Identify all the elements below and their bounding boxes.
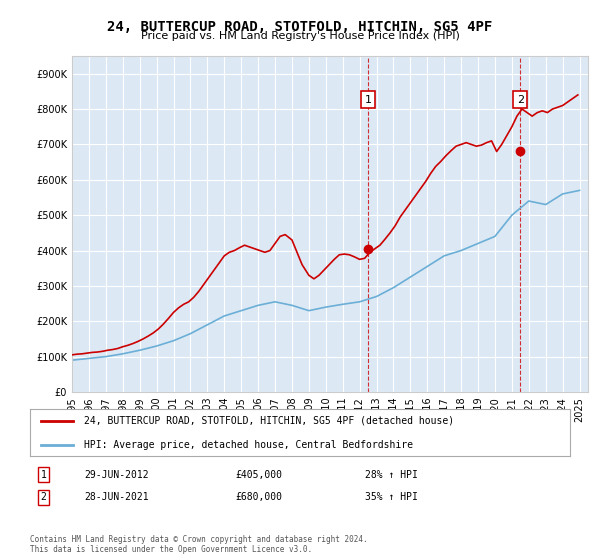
Text: 24, BUTTERCUP ROAD, STOTFOLD, HITCHIN, SG5 4PF (detached house): 24, BUTTERCUP ROAD, STOTFOLD, HITCHIN, S… (84, 416, 454, 426)
Text: Price paid vs. HM Land Registry's House Price Index (HPI): Price paid vs. HM Land Registry's House … (140, 31, 460, 41)
Text: HPI: Average price, detached house, Central Bedfordshire: HPI: Average price, detached house, Cent… (84, 440, 413, 450)
Text: £405,000: £405,000 (235, 470, 282, 480)
Text: 28-JUN-2021: 28-JUN-2021 (84, 492, 149, 502)
Text: £680,000: £680,000 (235, 492, 282, 502)
Text: 2: 2 (517, 95, 524, 105)
Text: 24, BUTTERCUP ROAD, STOTFOLD, HITCHIN, SG5 4PF: 24, BUTTERCUP ROAD, STOTFOLD, HITCHIN, S… (107, 20, 493, 34)
Text: 28% ↑ HPI: 28% ↑ HPI (365, 470, 418, 480)
Text: 2: 2 (41, 492, 47, 502)
Text: Contains HM Land Registry data © Crown copyright and database right 2024.
This d: Contains HM Land Registry data © Crown c… (30, 535, 368, 554)
Text: 1: 1 (41, 470, 47, 480)
Text: 1: 1 (365, 95, 371, 105)
Text: 29-JUN-2012: 29-JUN-2012 (84, 470, 149, 480)
Text: 35% ↑ HPI: 35% ↑ HPI (365, 492, 418, 502)
